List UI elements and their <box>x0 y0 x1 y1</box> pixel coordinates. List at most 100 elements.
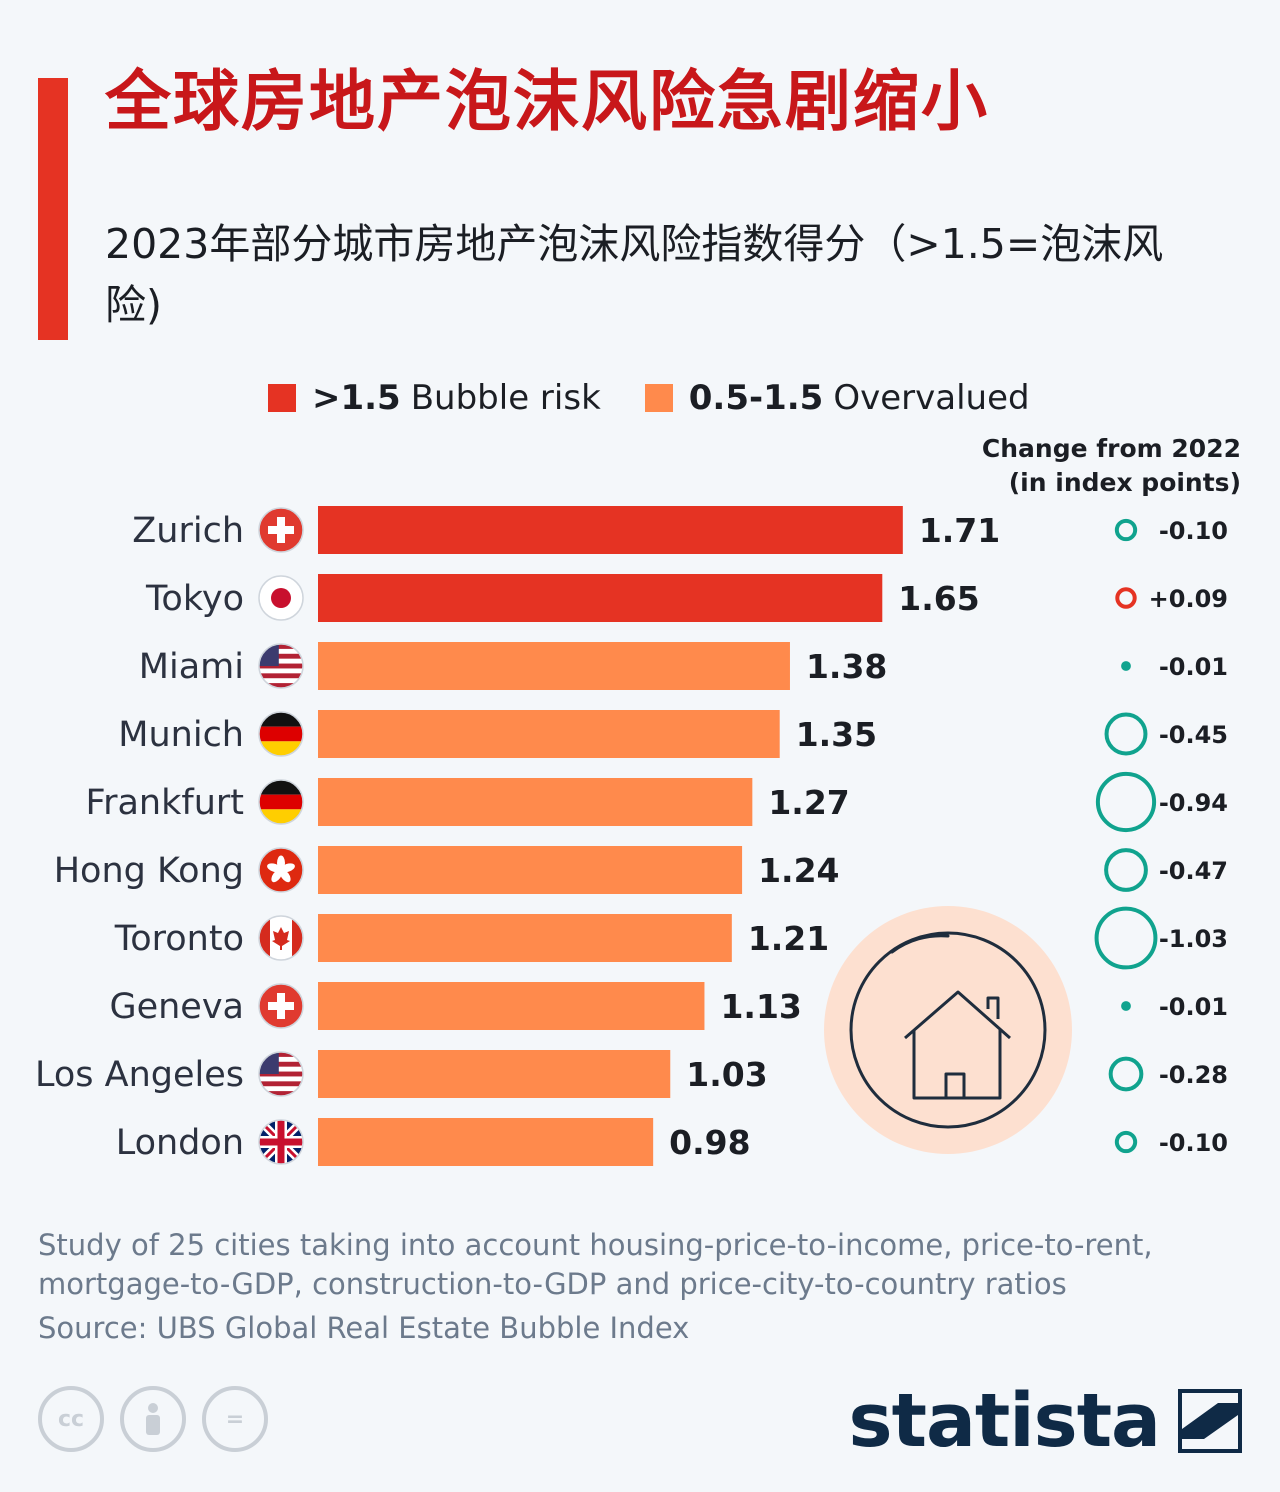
chart-row: Hong Kong 1.24 -0.47 <box>54 846 1228 894</box>
city-label: London <box>116 1123 244 1163</box>
bar <box>318 1118 654 1166</box>
chart-row: Zurich 1.71 -0.10 <box>132 506 1228 554</box>
switzerland-flag-icon <box>259 508 303 552</box>
by-person-icon[interactable] <box>120 1386 186 1452</box>
change-circle <box>1115 587 1137 609</box>
change-circle <box>1114 518 1138 542</box>
legend-bubble-range: >1.5 <box>312 378 401 418</box>
uk-flag-icon <box>259 1120 303 1164</box>
city-label: Miami <box>139 647 244 687</box>
change-header-line2: (in index points) <box>1008 468 1241 497</box>
legend: >1.5 Bubble risk 0.5-1.5 Overvalued <box>268 374 1030 422</box>
chart-row: Tokyo 1.65 +0.09 <box>145 574 1228 622</box>
legend-item-bubble: >1.5 Bubble risk <box>268 378 601 418</box>
city-label: Toronto <box>114 919 244 959</box>
city-label: Zurich <box>132 511 244 551</box>
legend-overvalued-text: Overvalued <box>833 378 1030 418</box>
value-label: 1.65 <box>898 579 979 618</box>
city-label: Geneva <box>109 987 244 1027</box>
legend-swatch-overvalued <box>644 384 673 412</box>
bar <box>318 710 780 758</box>
change-label: -0.10 <box>1159 1129 1228 1157</box>
change-circle <box>1104 848 1148 892</box>
chart-row: Los Angeles 1.03 -0.28 <box>35 1050 1228 1098</box>
change-label: -0.01 <box>1159 993 1228 1021</box>
cc-icon[interactable]: cc <box>38 1386 104 1452</box>
flag-ring <box>258 1119 304 1165</box>
license-icons: cc = <box>38 1386 268 1452</box>
statista-logo[interactable]: statista <box>849 1378 1242 1464</box>
chart-row: Miami 1.38 -0.01 <box>139 642 1228 690</box>
city-label: Los Angeles <box>35 1055 244 1095</box>
change-label: +0.09 <box>1149 585 1228 613</box>
change-circle <box>1114 1130 1138 1154</box>
flag-ring <box>258 711 304 757</box>
flag-ring <box>258 507 304 553</box>
change-circle <box>1094 906 1158 970</box>
usa-flag-icon <box>259 1052 303 1096</box>
house-illustration <box>824 906 1072 1154</box>
page-title: 全球房地产泡沫风险急剧缩小 <box>105 63 989 140</box>
change-column-header: Change from 2022 (in index points) <box>982 432 1241 500</box>
chart-row: Toronto 1.21 -1.03 <box>114 906 1228 970</box>
change-header-line1: Change from 2022 <box>981 434 1241 463</box>
source-note: Source: UBS Global Real Estate Bubble In… <box>38 1311 690 1345</box>
nd-equal-icon[interactable]: = <box>202 1386 268 1452</box>
chart-row: Frankfurt 1.27 -0.94 <box>86 771 1228 833</box>
value-label: 1.27 <box>768 783 849 822</box>
legend-overvalued-range: 0.5-1.5 <box>688 378 824 418</box>
legend-swatch-bubble <box>268 384 296 412</box>
bar <box>318 574 883 622</box>
value-label: 1.38 <box>806 647 887 686</box>
chart-row: Geneva 1.13 -0.01 <box>109 982 1228 1030</box>
canada-flag-icon <box>259 916 303 960</box>
chart-row: London 0.98 -0.10 <box>116 1118 1228 1166</box>
house-background-circle <box>824 906 1072 1154</box>
chart-row: Munich 1.35 -0.45 <box>118 710 1228 758</box>
chart-rows: Zurich 1.71 -0.10 Tokyo 1.65 +0.09 Miami 1.38 -0… <box>35 506 1228 1166</box>
switzerland-flag-icon <box>259 984 303 1028</box>
change-circle <box>1121 1001 1131 1011</box>
flag-ring <box>258 575 304 621</box>
change-label: -0.01 <box>1159 653 1228 681</box>
bar <box>318 846 743 894</box>
japan-flag-icon <box>259 576 303 620</box>
flag-ring <box>258 983 304 1029</box>
bar <box>318 506 903 554</box>
change-label: -0.10 <box>1159 517 1228 545</box>
value-label: 1.03 <box>686 1055 767 1094</box>
hong-kong-flag-icon <box>259 848 303 892</box>
bar <box>318 982 705 1030</box>
flag-ring <box>258 779 304 825</box>
bar <box>318 778 753 826</box>
change-circle <box>1095 771 1157 833</box>
legend-bubble-text: Bubble risk <box>410 378 601 418</box>
house-arc-accent <box>890 934 950 954</box>
bar <box>318 914 732 962</box>
page-subtitle: 2023年部分城市房地产泡沫风险指数得分（>1.5=泡沫风险) <box>105 220 1164 329</box>
flag-ring <box>258 915 304 961</box>
flag-ring <box>258 847 304 893</box>
brand-name: statista <box>848 1378 1161 1464</box>
change-label: -0.47 <box>1159 857 1228 885</box>
change-label: -0.28 <box>1159 1061 1228 1089</box>
value-label: 1.24 <box>758 851 839 890</box>
change-circle <box>1104 712 1148 756</box>
value-label: 1.35 <box>796 715 877 754</box>
house-outline-circle <box>849 931 1047 1129</box>
value-label: 0.98 <box>669 1123 750 1162</box>
change-label: -0.45 <box>1159 721 1228 749</box>
value-label: 1.13 <box>720 987 801 1026</box>
city-label: Hong Kong <box>54 851 244 891</box>
change-circle <box>1108 1056 1144 1092</box>
bubble-index-chart: Zurich 1.71 -0.10 Tokyo 1.65 +0.09 Miami 1.38 -0… <box>35 506 1228 1166</box>
value-label: 1.21 <box>748 919 829 958</box>
city-label: Tokyo <box>145 579 244 619</box>
bar <box>318 1050 671 1098</box>
house-icon <box>904 990 1011 1100</box>
change-circle <box>1121 661 1131 671</box>
city-label: Munich <box>118 715 244 755</box>
footnote: Study of 25 cities taking into account h… <box>38 1228 1153 1301</box>
bar <box>318 642 790 690</box>
legend-item-overvalued: 0.5-1.5 Overvalued <box>644 378 1030 418</box>
